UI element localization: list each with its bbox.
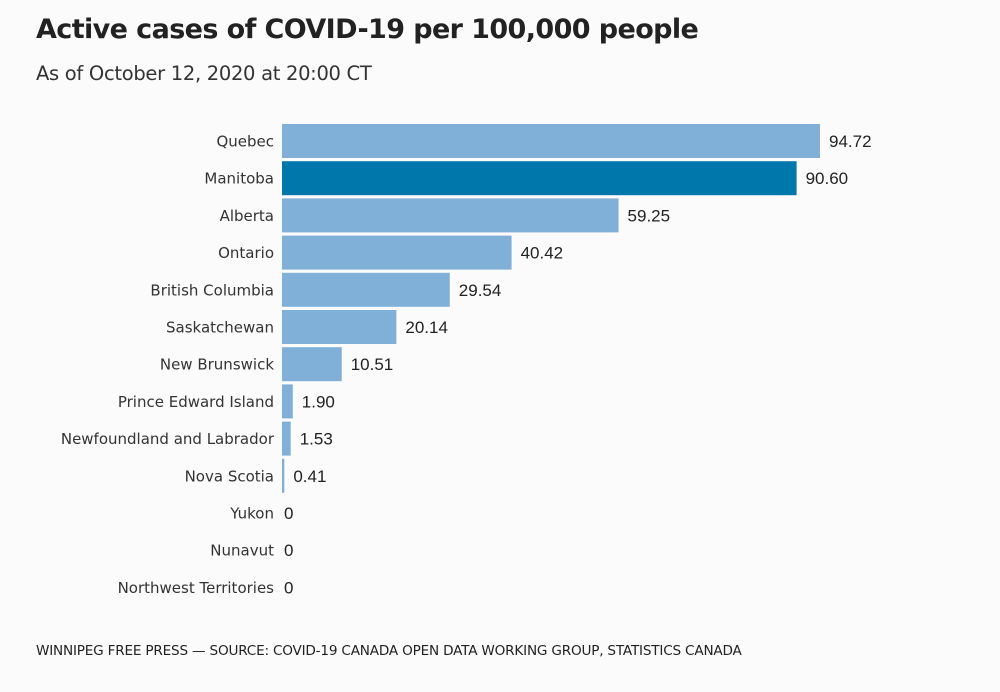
value-label: 94.72 [829, 132, 872, 151]
bar [282, 235, 512, 270]
bar [282, 161, 797, 196]
value-label: 1.90 [302, 392, 335, 411]
category-label: Quebec [216, 133, 274, 151]
category-label: Nunavut [210, 542, 274, 560]
value-label: 0.41 [293, 467, 326, 486]
chart-subtitle: As of October 12, 2020 at 20:00 CT [36, 62, 372, 85]
value-label: 1.53 [300, 430, 333, 449]
bar [282, 124, 820, 158]
value-label: 29.54 [459, 281, 502, 300]
category-label: Northwest Territories [118, 579, 275, 597]
category-label: Newfoundland and Labrador [61, 430, 275, 448]
category-label: Nova Scotia [185, 467, 274, 485]
category-label: Yukon [229, 505, 274, 523]
value-label: 59.25 [628, 206, 671, 225]
bar [282, 198, 619, 233]
value-label: 0 [284, 578, 293, 597]
value-label: 0 [284, 541, 293, 560]
source-credit: WINNIPEG FREE PRESS — SOURCE: COVID-19 C… [36, 643, 742, 659]
category-label: New Brunswick [160, 356, 274, 374]
value-label: 20.14 [405, 318, 448, 337]
value-label: 0 [284, 504, 293, 523]
category-label: Alberta [220, 207, 274, 225]
bar [282, 384, 293, 419]
bar [282, 272, 450, 307]
value-label: 10.51 [351, 355, 394, 374]
category-label: Prince Edward Island [118, 393, 274, 411]
bar [282, 310, 397, 344]
bar [282, 347, 342, 382]
bar [282, 421, 291, 456]
category-label: Manitoba [204, 170, 274, 188]
chart-title: Active cases of COVID-19 per 100,000 peo… [36, 14, 699, 45]
bar [282, 458, 285, 493]
value-label: 40.42 [521, 244, 564, 263]
value-label: 90.60 [806, 169, 849, 188]
category-label: Saskatchewan [166, 319, 274, 337]
category-label: British Columbia [150, 281, 274, 299]
category-label: Ontario [218, 244, 274, 262]
